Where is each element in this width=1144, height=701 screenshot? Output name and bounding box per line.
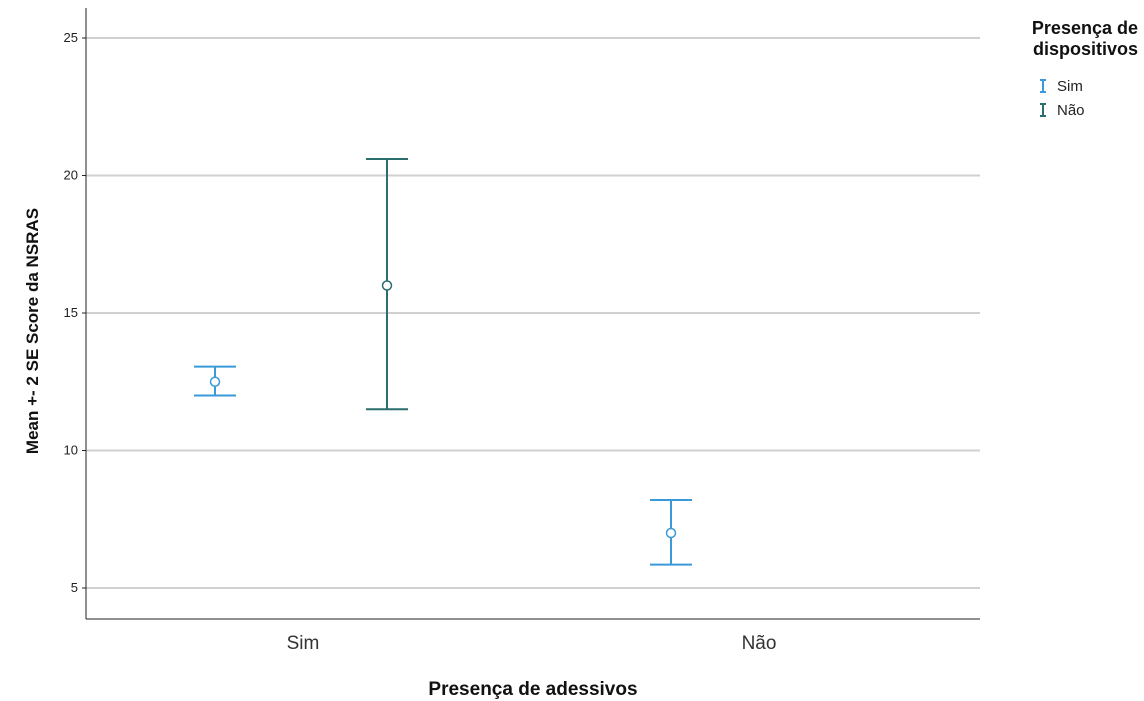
legend-title-line-1: Presença de xyxy=(1032,18,1138,38)
legend-title-line-2: dispositivos xyxy=(1033,39,1138,59)
y-tick-label: 10 xyxy=(64,443,78,458)
y-axis-title: Mean +- 2 SE Score da NSRAS xyxy=(23,208,42,454)
legend-entry: Sim xyxy=(1040,78,1083,95)
y-tick-label: 15 xyxy=(64,305,78,320)
error-bar xyxy=(650,499,692,566)
x-axis-title: Presença de adessivos xyxy=(428,679,637,700)
y-tick-label: 25 xyxy=(64,30,78,45)
y-tick-labels: 5 10 15 20 25 xyxy=(64,30,86,595)
legend-entry: Não xyxy=(1040,102,1085,119)
error-bar xyxy=(194,365,236,397)
x-tick-labels: Sim Não xyxy=(287,633,777,654)
y-tick-label: 20 xyxy=(64,168,78,183)
x-tick-label: Sim xyxy=(287,633,320,654)
error-bars xyxy=(194,158,692,566)
legend-entries: Sim Não xyxy=(1040,78,1085,119)
legend-label: Não xyxy=(1057,102,1085,119)
mean-marker xyxy=(209,376,221,387)
error-bar xyxy=(366,158,408,411)
mean-marker xyxy=(381,280,393,291)
gridlines xyxy=(86,37,980,589)
legend-label: Sim xyxy=(1057,78,1083,95)
mean-marker xyxy=(665,527,677,539)
y-tick-label: 5 xyxy=(71,580,78,595)
legend: Presença de dispositivos Sim Não xyxy=(1032,18,1138,119)
x-tick-label: Não xyxy=(742,633,777,654)
